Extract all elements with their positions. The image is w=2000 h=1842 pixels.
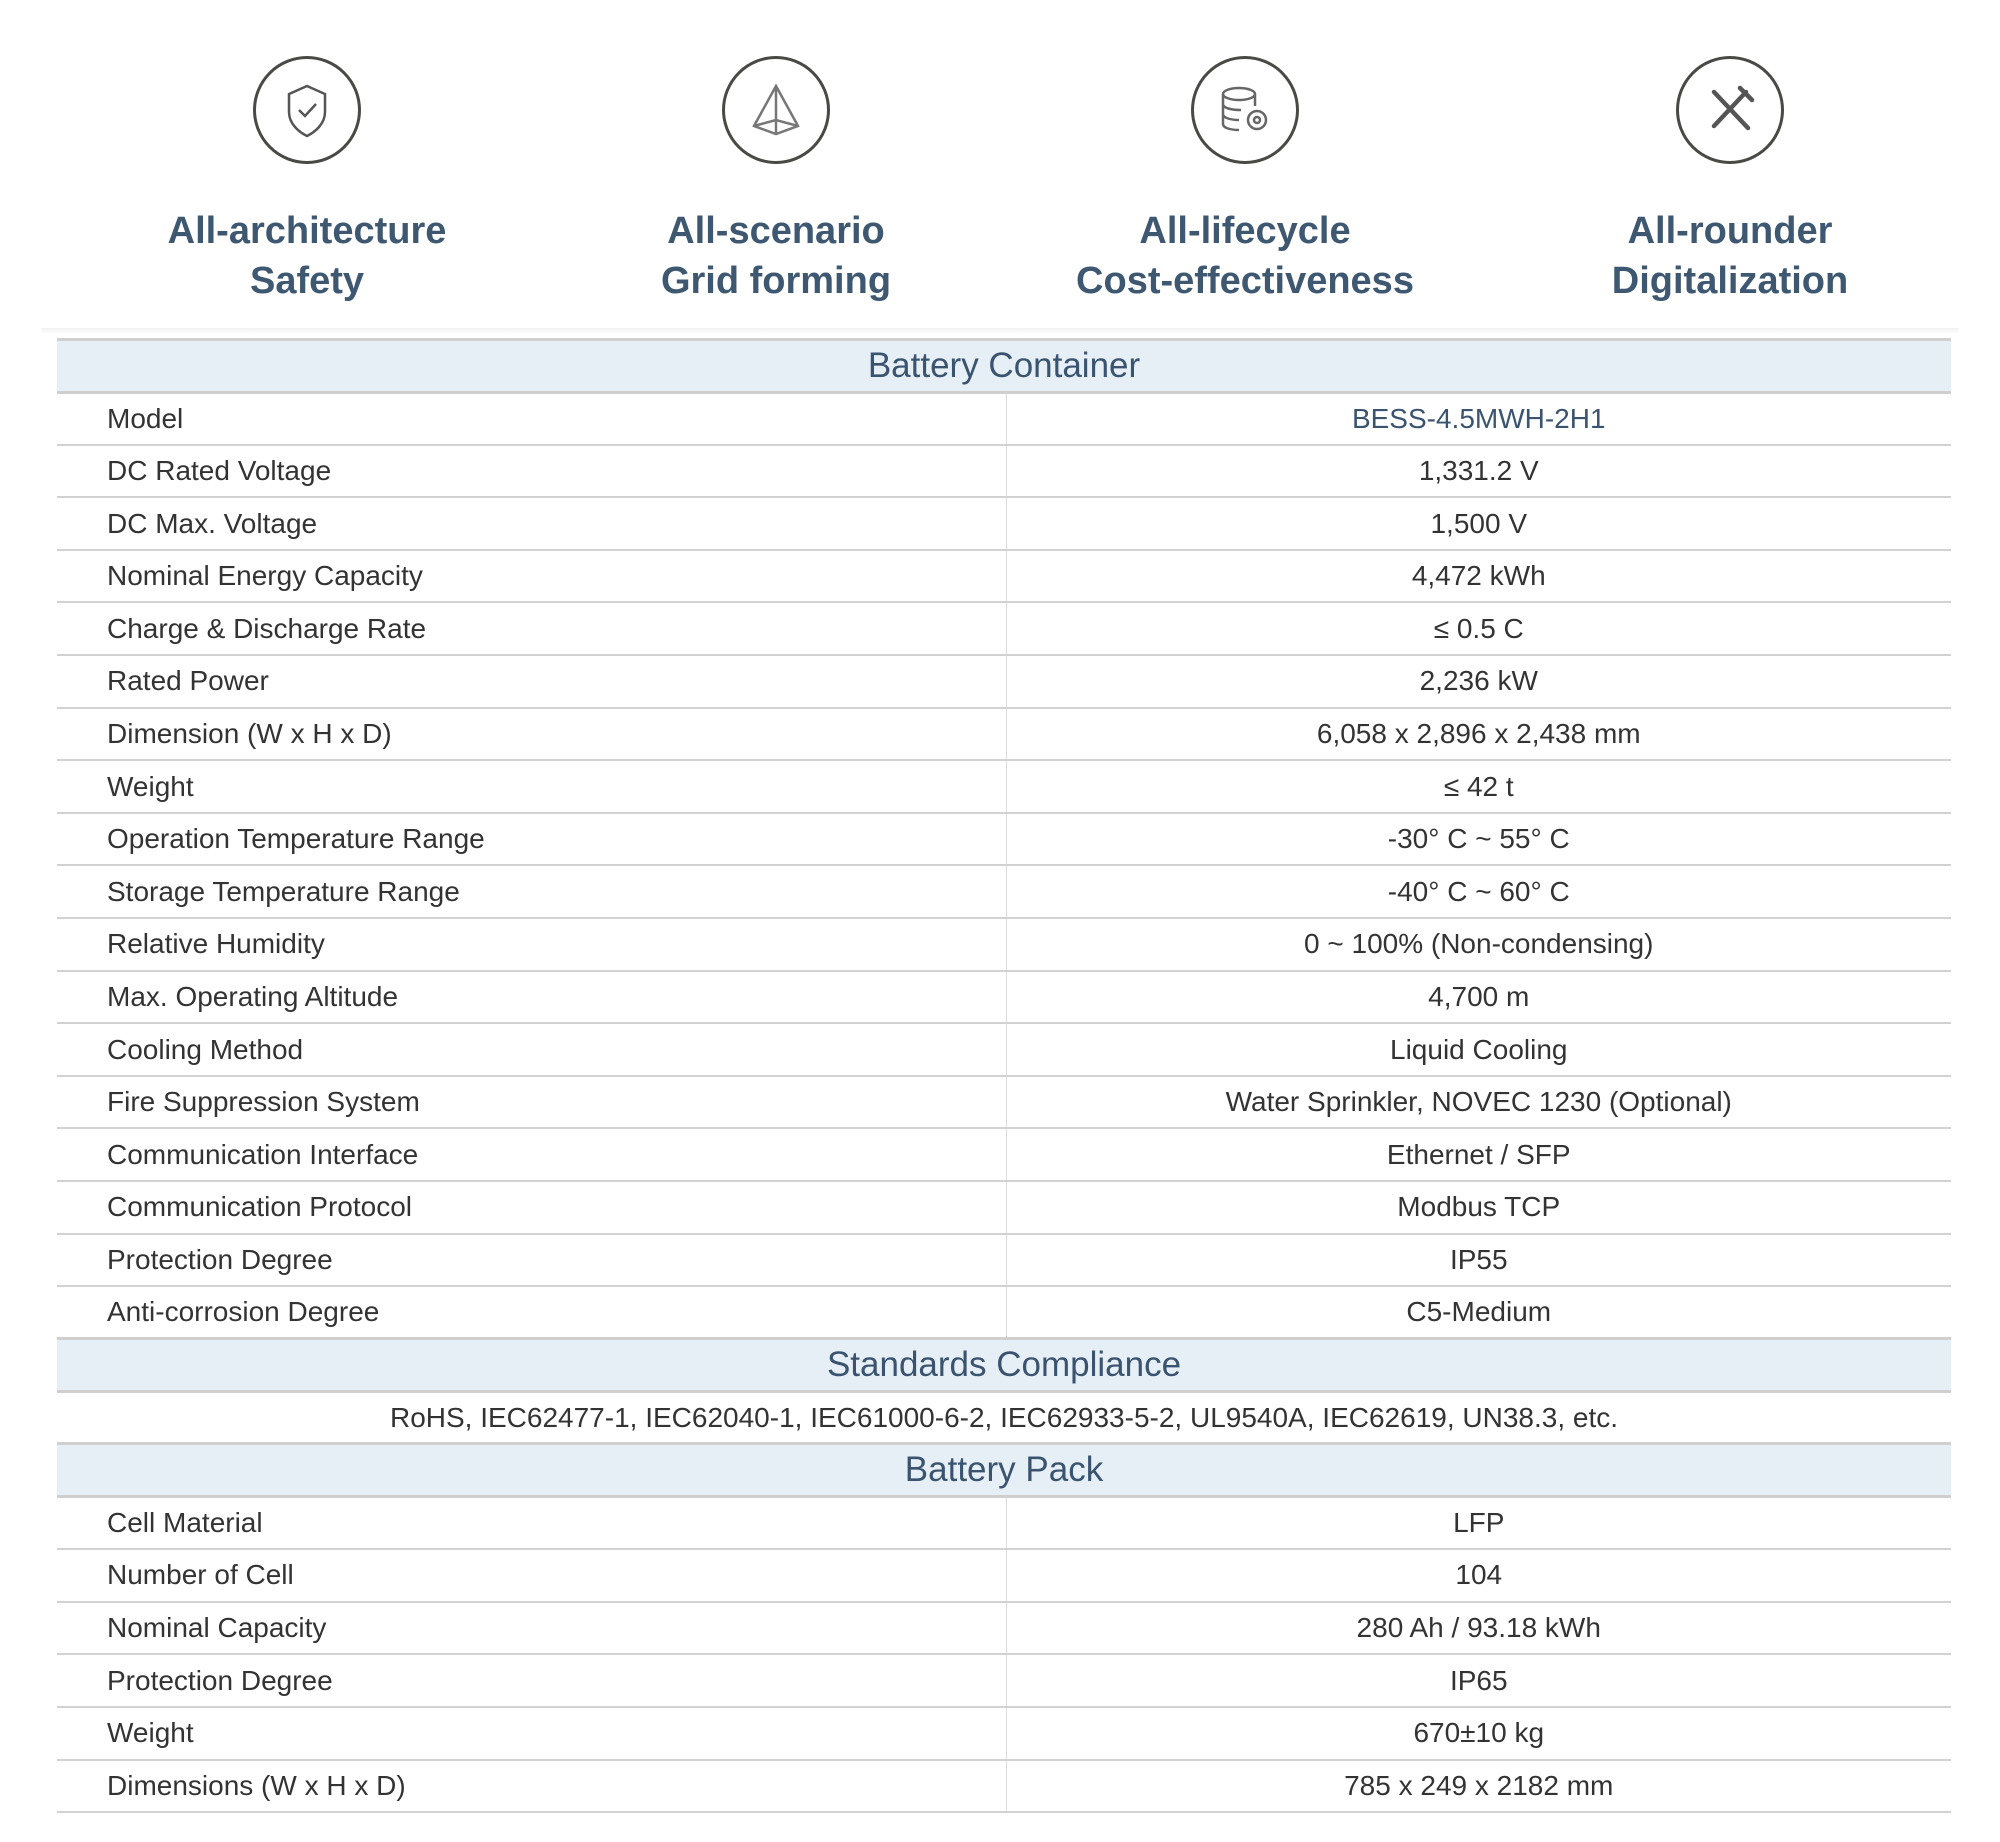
section-header-battery-container: Battery Container — [57, 338, 1951, 394]
spec-row: Anti-corrosion Degree C5-Medium — [57, 1286, 1951, 1340]
spec-value: -40° C ~ 60° C — [1006, 865, 1951, 920]
spec-value: Ethernet / SFP — [1006, 1128, 1951, 1182]
section-title: Standards Compliance — [57, 1337, 1951, 1393]
spec-row: Communication Protocol Modbus TCP — [57, 1181, 1951, 1235]
spec-table: Battery Container Model BESS-4.5MWH-2H1 DC… — [57, 338, 1951, 1814]
spec-label: Rated Power — [57, 655, 1007, 709]
spec-row: Communication Interface Ethernet / SFP — [57, 1128, 1951, 1182]
spec-row: Operation Temperature Range -30° C ~ 55° … — [57, 812, 1951, 867]
spec-value: Water Sprinkler, NOVEC 1230 (Optional) — [1006, 1075, 1951, 1130]
spec-row: DC Rated Voltage 1,331.2 V — [57, 444, 1951, 499]
feature-grid-forming: All-scenario Grid forming — [566, 56, 986, 306]
spec-label: Communication Protocol — [57, 1181, 1007, 1235]
spec-label: Communication Interface — [57, 1128, 1007, 1182]
spec-label: DC Rated Voltage — [57, 444, 1007, 499]
spec-label: Number of Cell — [57, 1549, 1007, 1603]
spec-value: 4,700 m — [1006, 970, 1951, 1025]
spec-label: Anti-corrosion Degree — [57, 1286, 1007, 1340]
spec-row: Max. Operating Altitude 4,700 m — [57, 970, 1951, 1025]
spec-row: Charge & Discharge Rate ≤ 0.5 C — [57, 602, 1951, 657]
spec-value: 1,331.2 V — [1006, 444, 1951, 499]
spec-value: 6,058 x 2,896 x 2,438 mm — [1006, 707, 1951, 762]
spec-value: BESS-4.5MWH-2H1 — [1006, 392, 1951, 446]
section-title: Battery Pack — [57, 1442, 1951, 1499]
spec-label: Nominal Capacity — [57, 1601, 1007, 1656]
spec-row: Protection Degree IP55 — [57, 1233, 1951, 1288]
spec-row: Weight 670±10 kg — [57, 1706, 1951, 1761]
spec-label: Protection Degree — [57, 1654, 1007, 1708]
spec-label: Protection Degree — [57, 1233, 1007, 1288]
section-header-battery-pack: Battery Pack — [57, 1442, 1951, 1499]
spec-label: Charge & Discharge Rate — [57, 602, 1007, 657]
spec-label: Nominal Energy Capacity — [57, 549, 1007, 604]
spec-value: -30° C ~ 55° C — [1006, 812, 1951, 867]
feature-cost: All-lifecycle Cost-effectiveness — [1035, 56, 1455, 306]
standards-text: RoHS, IEC62477-1, IEC62040-1, IEC61000-6… — [57, 1391, 1951, 1445]
spec-value: 280 Ah / 93.18 kWh — [1006, 1601, 1951, 1656]
spec-row: Model BESS-4.5MWH-2H1 — [57, 392, 1951, 446]
spec-label: Dimension (W x H x D) — [57, 707, 1007, 762]
section-title: Battery Container — [57, 338, 1951, 394]
shield-check-icon — [253, 56, 361, 164]
spec-label: Model — [57, 392, 1007, 446]
spec-row: Cell Material LFP — [57, 1496, 1951, 1551]
spec-row: Relative Humidity 0 ~ 100% (Non-condensin… — [57, 918, 1951, 972]
spec-value: 0 ~ 100% (Non-condensing) — [1006, 918, 1951, 972]
spec-label: DC Max. Voltage — [57, 497, 1007, 551]
spec-row: Storage Temperature Range -40° C ~ 60° C — [57, 865, 1951, 920]
standards-row: RoHS, IEC62477-1, IEC62040-1, IEC61000-6… — [57, 1391, 1951, 1445]
feature-subtitle: Cost-effectiveness — [1076, 260, 1414, 302]
spec-value: LFP — [1006, 1496, 1951, 1551]
feature-title: All-rounder — [1627, 210, 1833, 252]
spec-label: Relative Humidity — [57, 918, 1007, 972]
spec-label: Cooling Method — [57, 1023, 1007, 1077]
feature-subtitle: Safety — [249, 260, 365, 302]
spec-label: Operation Temperature Range — [57, 812, 1007, 867]
spec-row: Dimensions (W x H x D) 785 x 249 x 2182 m… — [57, 1759, 1951, 1814]
spec-label: Cell Material — [57, 1496, 1007, 1551]
section-header-standards: Standards Compliance — [57, 1337, 1951, 1393]
feature-subtitle: Digitalization — [1611, 260, 1849, 302]
spec-row: Rated Power 2,236 kW — [57, 655, 1951, 709]
spec-label: Max. Operating Altitude — [57, 970, 1007, 1025]
spec-label: Storage Temperature Range — [57, 865, 1007, 920]
spec-row: Nominal Energy Capacity 4,472 kWh — [57, 549, 1951, 604]
spec-value: Modbus TCP — [1006, 1181, 1951, 1235]
spec-label: Weight — [57, 760, 1007, 814]
spec-value: Liquid Cooling — [1006, 1023, 1951, 1077]
spec-value: IP55 — [1006, 1233, 1951, 1288]
spec-value: 4,472 kWh — [1006, 549, 1951, 604]
feature-title: All-scenario — [667, 210, 885, 252]
feature-title: All-lifecycle — [1139, 210, 1351, 252]
section-divider — [42, 328, 1958, 334]
database-gear-icon — [1191, 56, 1299, 164]
spec-value: ≤ 0.5 C — [1006, 602, 1951, 657]
spec-row: DC Max. Voltage 1,500 V — [57, 497, 1951, 551]
spec-label: Dimensions (W x H x D) — [57, 1759, 1007, 1814]
spec-value: 2,236 kW — [1006, 655, 1951, 709]
spec-row: Fire Suppression System Water Sprinkler, … — [57, 1075, 1951, 1130]
feature-digitalization: All-rounder Digitalization — [1520, 56, 1940, 306]
spec-value: 1,500 V — [1006, 497, 1951, 551]
spec-value: IP65 — [1006, 1654, 1951, 1708]
feature-safety: All-architecture Safety — [97, 56, 517, 306]
spec-label: Fire Suppression System — [57, 1075, 1007, 1130]
spec-value: ≤ 42 t — [1006, 760, 1951, 814]
spec-row: Cooling Method Liquid Cooling — [57, 1023, 1951, 1077]
spec-row: Protection Degree IP65 — [57, 1654, 1951, 1708]
spec-value: C5-Medium — [1006, 1286, 1951, 1340]
spec-row: Number of Cell 104 — [57, 1549, 1951, 1603]
spec-value: 104 — [1006, 1549, 1951, 1603]
pyramid-icon — [722, 56, 830, 164]
feature-subtitle: Grid forming — [660, 260, 892, 302]
tools-icon — [1676, 56, 1784, 164]
spec-row: Weight ≤ 42 t — [57, 760, 1951, 814]
spec-value: 670±10 kg — [1006, 1706, 1951, 1761]
feature-title: All-architecture — [167, 210, 447, 252]
spec-value: 785 x 249 x 2182 mm — [1006, 1759, 1951, 1814]
spec-row: Nominal Capacity 280 Ah / 93.18 kWh — [57, 1601, 1951, 1656]
spec-row: Dimension (W x H x D) 6,058 x 2,896 x 2,4… — [57, 707, 1951, 762]
spec-label: Weight — [57, 1706, 1007, 1761]
